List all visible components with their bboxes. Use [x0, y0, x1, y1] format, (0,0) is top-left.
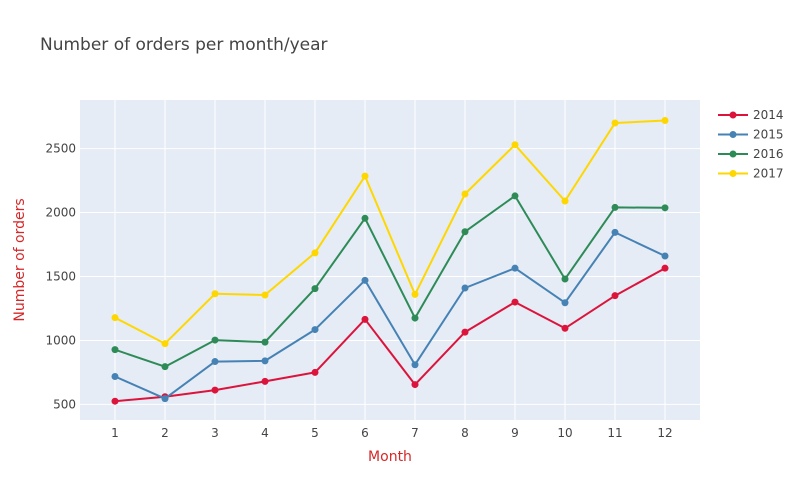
legend-item-2014: 2014 [718, 108, 784, 122]
data-point [361, 276, 369, 284]
data-point [411, 381, 419, 389]
x-tick-label: 10 [557, 426, 572, 440]
data-point [311, 368, 319, 376]
y-tick-label: 500 [53, 397, 76, 411]
data-point [111, 373, 119, 381]
data-point [361, 315, 369, 323]
data-point [661, 252, 669, 260]
data-point [411, 361, 419, 369]
legend-item-2015: 2015 [718, 128, 784, 142]
x-tick-label: 6 [361, 426, 369, 440]
data-point [111, 314, 119, 322]
series-2015 [111, 228, 669, 403]
data-point [461, 284, 469, 292]
series-line-2016 [114, 194, 666, 368]
data-point [461, 328, 469, 336]
data-point [311, 326, 319, 334]
data-point [111, 397, 119, 405]
legend-marker [729, 150, 737, 158]
x-tick-label: 7 [411, 426, 419, 440]
series-2016 [111, 192, 669, 371]
x-tick-label: 8 [461, 426, 469, 440]
legend-label: 2016 [753, 147, 784, 161]
series-line-2017 [114, 119, 666, 345]
legend-marker [729, 131, 737, 138]
data-point [211, 358, 219, 366]
legend-marker [729, 170, 737, 177]
data-point [561, 275, 569, 283]
data-point [611, 119, 619, 127]
y-tick-label: 2500 [45, 142, 76, 156]
data-point [211, 290, 219, 298]
series-2014 [111, 264, 669, 405]
legend: 2014 2015 2016 2017 [718, 108, 784, 181]
x-axis-title: Month [368, 449, 412, 465]
legend-item-2017: 2017 [718, 167, 784, 181]
series-line-2015 [114, 231, 666, 400]
x-tick-label: 9 [511, 426, 519, 440]
x-tick-label: 12 [657, 426, 672, 440]
data-point [561, 197, 569, 205]
data-point [161, 363, 169, 371]
data-point [361, 214, 369, 222]
data-point [511, 298, 519, 306]
y-tick-label: 2000 [45, 206, 76, 220]
data-point [511, 192, 519, 200]
data-point [561, 324, 569, 332]
y-tick-label: 1000 [45, 333, 76, 347]
data-point [261, 338, 269, 346]
data-point [311, 285, 319, 293]
grid [80, 100, 700, 420]
legend-label: 2017 [753, 167, 784, 181]
data-point [411, 290, 419, 298]
data-point [261, 357, 269, 365]
data-point [261, 291, 269, 299]
x-tick-label: 3 [211, 426, 219, 440]
data-point [661, 116, 669, 124]
legend-marker [729, 111, 737, 119]
legend-label: 2014 [753, 108, 784, 122]
legend-item-2016: 2016 [718, 147, 784, 161]
data-point [111, 346, 119, 354]
data-point [211, 336, 219, 344]
x-tick-label: 2 [161, 426, 169, 440]
data-point [161, 395, 169, 403]
data-point [611, 203, 619, 211]
data-point [311, 249, 319, 257]
data-point [361, 172, 369, 180]
data-point [611, 292, 619, 300]
data-point [661, 264, 669, 272]
x-tick-label: 1 [111, 426, 119, 440]
series-layer [111, 116, 669, 405]
x-tick-label: 11 [607, 426, 622, 440]
data-point [611, 228, 619, 236]
data-point [561, 299, 569, 307]
y-tick-label: 1500 [45, 269, 76, 283]
y-axis-title: Number of orders [12, 198, 28, 321]
plot-area [80, 100, 700, 420]
chart-title: Number of orders per month/year [40, 35, 328, 55]
data-point [511, 264, 519, 272]
data-point [211, 386, 219, 394]
data-point [461, 228, 469, 236]
data-point [261, 377, 269, 385]
series-line-2014 [114, 267, 666, 403]
x-tick-label: 4 [261, 426, 269, 440]
data-point [511, 141, 519, 149]
x-tick-label: 5 [311, 426, 319, 440]
series-2017 [111, 116, 669, 348]
data-point [411, 314, 419, 322]
legend-label: 2015 [753, 128, 784, 142]
data-point [161, 340, 169, 348]
data-point [461, 190, 469, 198]
data-point [661, 204, 669, 212]
